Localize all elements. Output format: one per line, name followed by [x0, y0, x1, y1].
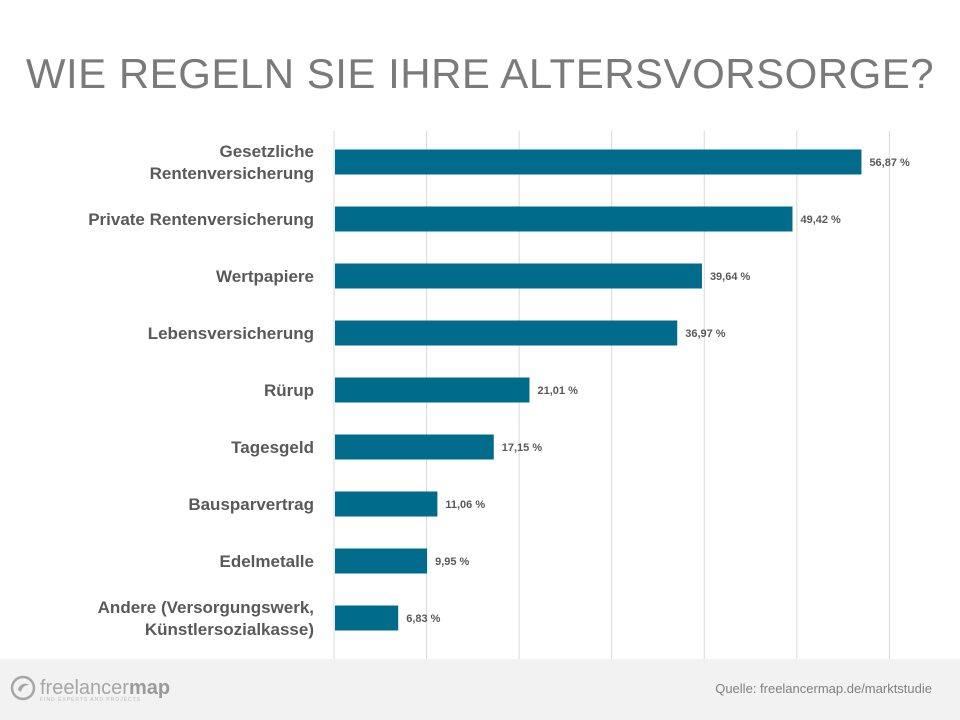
bar: [335, 434, 494, 460]
data-label: 17,15 %: [502, 442, 543, 454]
bar-chart: 56,87 % Gesetzliche Rentenversicherung 49,4…: [88, 131, 910, 660]
category-label: Rentenversicherung: [150, 164, 314, 183]
data-label: 56,87 %: [869, 157, 910, 169]
bar: [335, 320, 678, 346]
freelancermap-logo-icon: [10, 675, 36, 701]
category-label: Lebensversicherung: [148, 324, 314, 343]
category-label: Gesetzliche: [220, 142, 315, 161]
logo-tagline: FIND EXPERTS AND PROJECTS: [40, 697, 142, 703]
source-note: Quelle: freelancermap.de/marktstudie: [715, 681, 932, 696]
category-label: Rürup: [264, 381, 314, 400]
category-label: Andere (Versorgungswerk,: [98, 598, 314, 617]
bar: [335, 149, 862, 175]
chart-title: WIE REGELN SIE IHRE ALTERSVORSORGE?: [25, 50, 935, 97]
data-label: 49,42 %: [800, 214, 841, 226]
bar: [335, 605, 399, 631]
category-label: Edelmetalle: [220, 552, 315, 571]
data-label: 11,06 %: [445, 499, 485, 511]
bar: [335, 377, 530, 403]
data-label: 21,01 %: [537, 385, 578, 397]
category-label: Künstlersozialkasse): [145, 620, 314, 639]
logo-text-bold: map: [128, 677, 171, 699]
category-label: Bausparvertrag: [188, 495, 314, 514]
category-label: Wertpapiere: [216, 267, 314, 286]
category-label: Private Rentenversicherung: [88, 210, 314, 229]
logo-text: freelancermap: [40, 678, 170, 698]
logo: freelancermap: [10, 675, 170, 701]
bar: [335, 491, 438, 517]
footer: freelancermap FIND EXPERTS AND PROJECTS …: [0, 659, 960, 720]
data-label: 6,83 %: [406, 613, 440, 625]
data-label: 9,95 %: [435, 556, 469, 568]
logo-text-light: freelancer: [40, 677, 129, 699]
category-label: Tagesgeld: [231, 438, 314, 457]
data-label: 36,97 %: [685, 328, 726, 340]
bar: [335, 263, 702, 289]
bar: [335, 548, 428, 574]
bar: [335, 206, 793, 232]
data-label: 39,64 %: [710, 271, 751, 283]
